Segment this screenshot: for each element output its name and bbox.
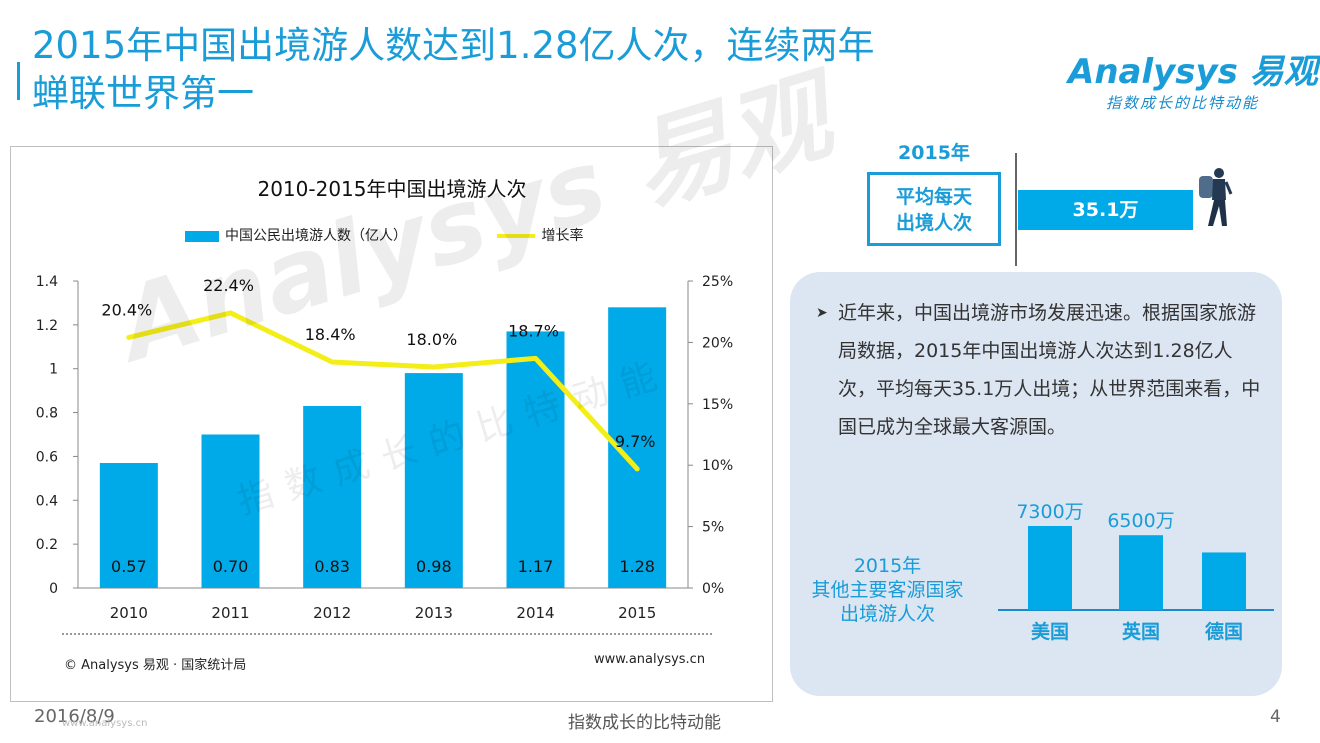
right-tick-label: 20%	[702, 335, 733, 351]
daily-divider-line	[1015, 153, 1017, 266]
other-countries-label-line1: 2015年	[853, 555, 922, 577]
left-axis-ticks: 0 0.2 0.4 0.6 0.8 1 1.2 1.4	[36, 274, 78, 597]
other-countries-category-labels: 美国 英国 德国	[1031, 620, 1243, 643]
chart-source-url: www.analysys.cn	[594, 652, 706, 667]
growth-rate-label: 18.4%	[305, 325, 356, 344]
bar-2010	[99, 463, 158, 588]
x-tick-label: 2014	[516, 604, 554, 622]
summary-text: 近年来，中国出境游市场发展迅速。根据国家旅游局数据，2015年中国出境游人次达到…	[838, 302, 1261, 438]
analysys-logo: Analysys 易观	[1068, 52, 1318, 92]
chart-title: 2010-2015年中国出境游人次	[257, 177, 527, 201]
chart-source: © Analysys 易观 · 国家统计局	[64, 658, 247, 673]
title-accent-bar	[17, 62, 20, 100]
growth-rate-label: 20.4%	[101, 300, 152, 319]
bar-value-label: 0.98	[416, 557, 452, 576]
left-tick-label: 0.8	[36, 406, 58, 422]
other-countries-label-line2: 其他主要客源国家	[811, 579, 964, 601]
left-tick-label: 1.2	[36, 318, 58, 334]
growth-rate-label: 18.0%	[406, 330, 457, 349]
bar-value-label: 1.28	[619, 557, 655, 576]
x-tick-label: 2010	[110, 604, 148, 622]
bar-value-label: 0.57	[111, 557, 147, 576]
footer-slogan: 指数成长的比特动能	[568, 713, 721, 733]
other-country-bar-2	[1202, 552, 1246, 610]
x-tick-label: 2012	[313, 604, 351, 622]
left-tick-label: 0.6	[36, 449, 58, 465]
bar-value-labels: 0.57 0.70 0.83 0.98 1.17 1.28	[111, 557, 655, 576]
right-tick-label: 10%	[702, 458, 733, 474]
chart-divider	[62, 633, 712, 635]
summary-bullet: ➤ 近年来，中国出境游市场发展迅速。根据国家旅游局数据，2015年中国出境游人次…	[816, 294, 1268, 446]
bar-2011	[201, 434, 260, 588]
footer-url: www.analysys.cn	[62, 718, 148, 729]
other-countries-value-labels: 7300万 6500万	[1016, 501, 1174, 532]
bar-value-label: 0.70	[213, 557, 249, 576]
legend-line-swatch	[497, 234, 536, 238]
bar-2013	[404, 373, 463, 588]
page-title-line1: 2015年中国出境游人数达到1.28亿人次，连续两年	[32, 24, 875, 67]
growth-rate-label: 9.7%	[615, 432, 656, 451]
growth-rate-label: 18.7%	[508, 321, 559, 340]
other-country-name: 美国	[1031, 620, 1069, 643]
x-tick-label: 2015	[618, 604, 656, 622]
daily-label-line2: 出境人次	[895, 212, 972, 234]
legend-line-label: 增长率	[541, 228, 584, 244]
right-axis-ticks: 0% 5% 10% 15% 20% 25%	[688, 274, 733, 597]
left-tick-label: 0.2	[36, 537, 58, 553]
hiker-icon	[1199, 168, 1233, 226]
growth-rate-label: 22.4%	[203, 276, 254, 295]
other-country-name: 德国	[1205, 620, 1243, 643]
other-countries-label-line3: 出境游人次	[839, 603, 935, 625]
other-country-bar-0	[1028, 526, 1072, 610]
right-tick-label: 25%	[702, 274, 733, 290]
page-title-line2: 蝉联世界第一	[32, 72, 254, 115]
logo-slogan: 指数成长的比特动能	[1106, 94, 1260, 112]
footer-date: 2016/8/9	[34, 706, 115, 727]
bar-value-label: 0.83	[314, 557, 350, 576]
left-tick-label: 1	[49, 362, 58, 378]
daily-label-line1: 平均每天	[895, 186, 972, 208]
daily-year-label: 2015年	[898, 142, 970, 164]
left-tick-label: 1.4	[36, 274, 58, 290]
other-country-value-label: 6500万	[1107, 510, 1174, 532]
chart-legend: 中国公民出境游人数（亿人） 增长率	[185, 225, 583, 245]
other-country-name: 英国	[1122, 620, 1160, 643]
bar-value-label: 1.17	[518, 557, 554, 576]
main-chart-svg: 0 0.2 0.4 0.6 0.8 1 1.2 1.4 0% 5% 10% 15% 20% 25% 0.…	[36, 274, 733, 622]
bar-2014	[506, 331, 565, 588]
x-axis-tick-labels: 2010 2011 2012 2013 2014 2015	[110, 604, 657, 622]
other-countries-chart: 7300万 6500万 美国 英国 德国	[998, 501, 1274, 643]
right-tick-label: 5%	[702, 520, 724, 536]
other-countries-label: 2015年 其他主要客源国家 出境游人次	[795, 554, 980, 626]
left-tick-label: 0	[49, 581, 58, 597]
other-countries-bars	[1028, 526, 1246, 610]
x-tick-label: 2013	[415, 604, 453, 622]
bar-series	[99, 307, 667, 588]
other-country-value-label: 7300万	[1016, 501, 1083, 523]
bullet-arrow-icon: ➤	[816, 305, 828, 321]
page-title: 2015年中国出境游人数达到1.28亿人次，连续两年 蝉联世界第一	[32, 22, 875, 118]
growth-rate-line	[126, 310, 640, 472]
bar-2012	[303, 405, 362, 588]
legend-bar-label: 中国公民出境游人数（亿人）	[225, 228, 407, 244]
right-tick-label: 15%	[702, 397, 733, 413]
x-tick-label: 2011	[211, 604, 249, 622]
growth-rate-labels: 20.4% 22.4% 18.4% 18.0% 18.7% 9.7%	[101, 276, 655, 451]
other-country-bar-1	[1119, 535, 1163, 610]
page-number: 4	[1270, 707, 1281, 727]
left-tick-label: 0.4	[36, 493, 58, 509]
daily-label-box: 平均每天 出境人次	[867, 172, 1001, 246]
right-tick-label: 0%	[702, 581, 724, 597]
daily-value-bar: 35.1万	[1018, 190, 1193, 230]
legend-bar-swatch	[185, 230, 219, 242]
summary-panel	[790, 272, 1282, 696]
